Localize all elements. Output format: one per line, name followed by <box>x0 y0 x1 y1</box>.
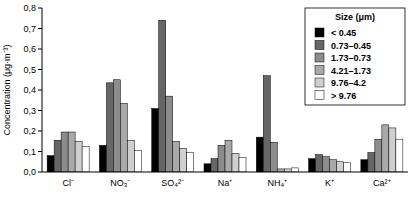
legend-box <box>305 8 405 105</box>
bar <box>316 155 323 172</box>
y-tick <box>38 172 42 173</box>
bar <box>180 148 187 172</box>
bar <box>47 156 54 172</box>
legend-swatch <box>315 66 324 75</box>
bar <box>256 137 263 172</box>
legend-label: 1.73–0.73 <box>331 53 371 63</box>
bar <box>159 20 166 172</box>
legend-label: 4.21–1.73 <box>331 66 371 76</box>
y-tick-label: 0,6 <box>23 44 36 54</box>
bar <box>99 145 106 172</box>
y-tick <box>38 110 42 111</box>
bar <box>173 141 180 172</box>
bar <box>344 163 351 172</box>
bar <box>337 162 344 172</box>
bar <box>204 164 211 172</box>
bar <box>382 125 389 172</box>
bar <box>361 160 368 172</box>
legend-swatch <box>315 28 324 37</box>
bar <box>375 139 382 172</box>
bar <box>61 132 68 172</box>
y-tick-label: 0,1 <box>23 147 36 157</box>
bar <box>232 154 239 172</box>
legend-label: 9.76–4.2 <box>331 78 366 88</box>
y-axis-label: Concentration (μg·m⁻³) <box>2 44 12 135</box>
bar <box>270 142 277 172</box>
y-tick-label: 0,5 <box>23 65 36 75</box>
bar <box>152 108 159 172</box>
y-tick-label: 0,3 <box>23 106 36 116</box>
y-tick <box>38 90 42 91</box>
bar <box>54 140 61 172</box>
y-tick <box>38 151 42 152</box>
bar <box>106 83 113 172</box>
bar <box>291 168 298 172</box>
bar <box>330 160 337 172</box>
x-axis <box>42 172 408 173</box>
bar <box>166 96 173 172</box>
bar <box>187 153 194 172</box>
bar <box>218 145 225 172</box>
legend-label: 0.73–0.45 <box>331 41 371 51</box>
x-tick-label: Ca²⁺ <box>373 178 391 188</box>
bar <box>82 146 89 172</box>
bar <box>368 153 375 172</box>
legend-swatch <box>315 41 324 50</box>
bar <box>396 139 403 172</box>
y-tick-label: 0,4 <box>23 85 36 95</box>
bar <box>120 103 127 172</box>
bar <box>239 158 246 172</box>
bar <box>127 140 134 172</box>
bar <box>263 76 270 172</box>
bar <box>113 80 120 172</box>
legend-swatch <box>315 91 324 100</box>
bar <box>225 140 232 172</box>
bar <box>211 159 218 172</box>
x-tick-label: NO₃⁻ <box>110 178 130 188</box>
y-tick <box>38 8 42 9</box>
y-tick <box>38 49 42 50</box>
y-tick-label: 0,0 <box>23 167 36 177</box>
legend-swatch <box>315 53 324 62</box>
y-tick <box>38 131 42 132</box>
legend-swatch <box>315 78 324 87</box>
y-tick-label: 0,8 <box>23 3 36 13</box>
legend-title: Size (μm) <box>335 12 375 22</box>
bar <box>323 157 330 172</box>
y-tick <box>38 69 42 70</box>
legend: Size (μm) < 0.45 0.73–0.45 1.73–0.73 4.21–1.… <box>305 8 405 105</box>
bar <box>134 150 141 172</box>
x-tick-label: NH₄⁺ <box>267 178 287 188</box>
bars <box>47 20 403 172</box>
bar <box>309 159 316 172</box>
chart: 0,0 0,1 0,2 0,3 0,4 0,5 0,6 0,7 0,8 Cl⁻ NO₃⁻ SO₄²⁻ N… <box>0 0 416 202</box>
x-tick-label: Na⁺ <box>218 178 233 188</box>
y-tick <box>38 28 42 29</box>
legend-label: < 0.45 <box>331 28 356 38</box>
bar <box>68 132 75 172</box>
x-tick-label: K⁺ <box>325 178 334 188</box>
y-tick-label: 0,2 <box>23 126 36 136</box>
y-tick-label: 0,7 <box>23 24 36 34</box>
bar <box>389 128 396 172</box>
x-tick-label: SO₄²⁻ <box>161 178 184 188</box>
legend-label: > 9.76 <box>331 91 356 101</box>
x-tick-label: Cl⁻ <box>62 178 74 188</box>
bar <box>75 141 82 172</box>
